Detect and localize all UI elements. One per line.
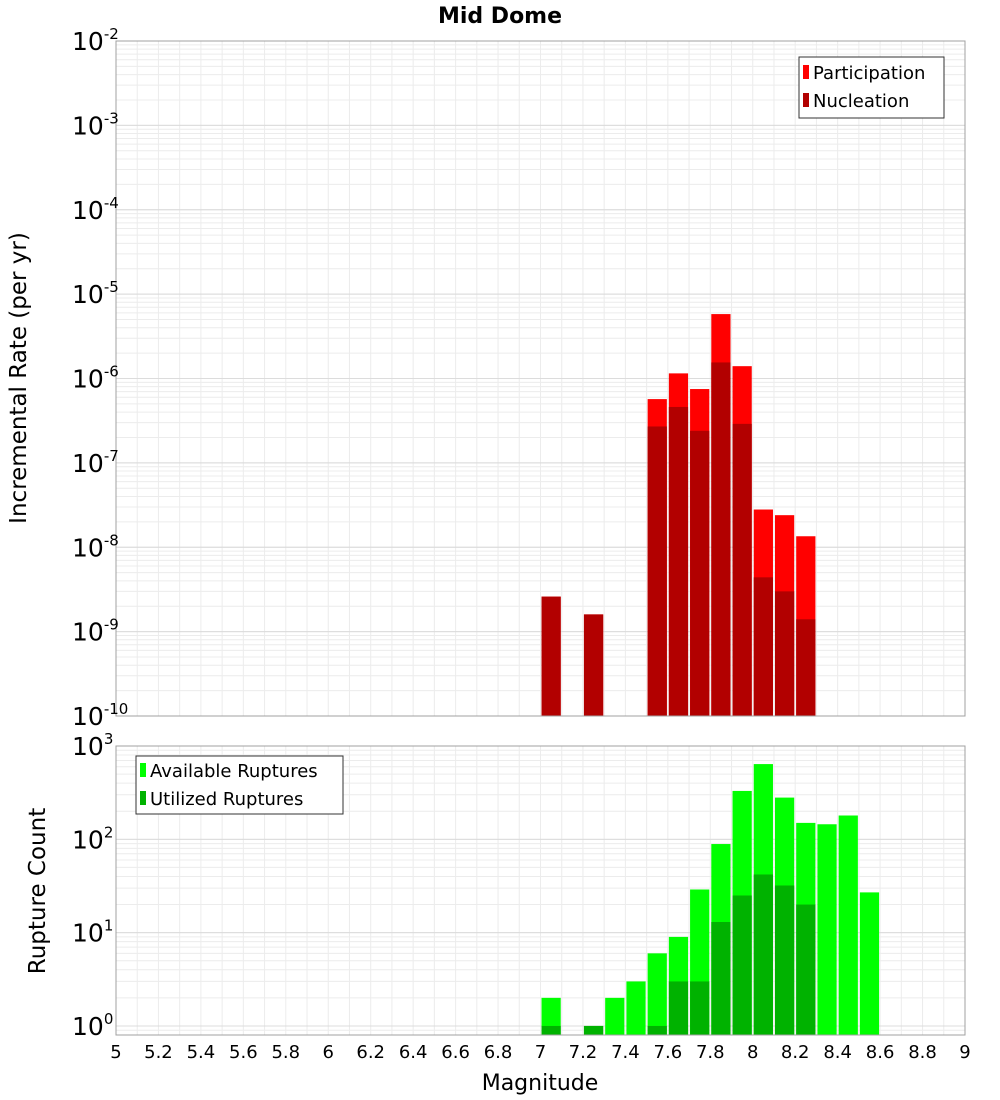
count-bar-series2 <box>647 1025 667 1035</box>
rate-bar-series2 <box>711 362 731 716</box>
y-tick-label: 10-9 <box>72 616 119 647</box>
legend-label-nucleation: Nucleation <box>813 91 909 112</box>
x-tick-label: 6 <box>323 1042 334 1063</box>
x-tick-label: 7 <box>535 1042 546 1063</box>
x-tick-label: 8.8 <box>908 1042 937 1063</box>
rate-bar-series2 <box>690 430 710 716</box>
y-tick-label: 10-6 <box>72 363 119 394</box>
y-tick-label: 10-10 <box>72 700 128 731</box>
rate-bar-series2 <box>541 596 561 716</box>
count-bar-series1 <box>605 997 625 1035</box>
rate-legend: Participation Nucleation <box>798 56 945 119</box>
chart-title: Mid Dome <box>438 4 562 29</box>
x-tick-label: 5.4 <box>187 1042 216 1063</box>
count-bar-series1 <box>647 953 667 1035</box>
rate-bar-series2 <box>647 426 667 716</box>
legend-label-available: Available Ruptures <box>150 761 318 782</box>
x-tick-label: 9 <box>959 1042 970 1063</box>
count-y-ticks: 100 101 102 103 <box>72 730 113 1041</box>
legend-label-participation: Participation <box>813 63 925 84</box>
x-tick-label: 8.6 <box>866 1042 895 1063</box>
rate-bars <box>541 314 816 716</box>
count-bar-series2 <box>796 904 816 1035</box>
rate-bar-series2 <box>774 591 795 716</box>
count-bar-series1 <box>817 824 837 1035</box>
count-bar-series2 <box>753 874 773 1035</box>
count-bar-series1 <box>541 997 561 1035</box>
count-bars <box>541 764 880 1035</box>
count-legend: Available Ruptures Utilized Ruptures <box>135 755 344 815</box>
x-tick-label: 7.6 <box>654 1042 683 1063</box>
count-legend-box <box>135 755 344 815</box>
count-bar-series2 <box>774 885 795 1035</box>
count-bar-series2 <box>541 1025 561 1035</box>
y-tick-label: 10-7 <box>72 447 119 478</box>
x-tick-label: 6.6 <box>441 1042 470 1063</box>
rate-bar-series2 <box>796 619 816 716</box>
y-tick-label: 101 <box>72 917 113 948</box>
rate-panel: 10-10 10-9 10-8 10-7 10-6 10-5 10-4 10-3 10-2 In… <box>6 25 966 731</box>
rate-bar-series2 <box>732 423 752 716</box>
y-tick-label: 10-3 <box>72 109 119 140</box>
x-tick-label: 7.4 <box>611 1042 640 1063</box>
y-tick-label: 10-8 <box>72 531 119 562</box>
legend-swatch-available <box>140 763 146 777</box>
y-tick-label: 10-4 <box>72 194 119 225</box>
x-tick-label: 8.2 <box>781 1042 810 1063</box>
legend-label-utilized: Utilized Ruptures <box>150 789 303 810</box>
count-y-axis-label: Rupture Count <box>25 808 51 974</box>
y-tick-label: 10-5 <box>72 278 119 309</box>
x-tick-label: 7.8 <box>696 1042 725 1063</box>
legend-swatch-nucleation <box>803 93 809 107</box>
y-tick-label: 10-2 <box>72 25 119 56</box>
count-plot-border <box>115 745 966 1036</box>
count-bar-series2 <box>711 922 731 1035</box>
x-tick-label: 6.8 <box>484 1042 513 1063</box>
count-bar-series2 <box>583 1025 604 1035</box>
x-tick-label: 6.2 <box>356 1042 385 1063</box>
count-bar-series2 <box>690 981 710 1035</box>
rate-y-axis-label: Incremental Rate (per yr) <box>6 232 32 524</box>
y-tick-label: 100 <box>72 1010 113 1041</box>
count-bar-series1 <box>859 892 880 1035</box>
rate-y-ticks: 10-10 10-9 10-8 10-7 10-6 10-5 10-4 10-3 10-2 <box>72 25 128 731</box>
x-tick-label: 8 <box>747 1042 758 1063</box>
x-tick-label: 5.6 <box>229 1042 258 1063</box>
x-ticks: 5 5.2 5.4 5.6 5.8 6 6.2 6.4 6.6 6.8 7 7.2 7.4 7.6 7.8 8… <box>110 1042 970 1063</box>
y-tick-label: 102 <box>72 823 113 854</box>
x-tick-label: 5.2 <box>144 1042 173 1063</box>
y-tick-label: 103 <box>72 730 113 761</box>
rate-grid <box>115 40 966 717</box>
x-tick-label: 8.4 <box>823 1042 852 1063</box>
count-bar-series1 <box>626 981 646 1035</box>
rate-bar-series2 <box>668 406 689 716</box>
count-bar-series1 <box>838 815 858 1035</box>
x-tick-label: 7.2 <box>569 1042 598 1063</box>
rate-bar-series2 <box>753 577 773 716</box>
legend-swatch-participation <box>803 65 809 79</box>
x-tick-label: 5 <box>110 1042 121 1063</box>
rate-legend-box <box>798 56 945 119</box>
count-panel: 100 101 102 103 5 5.2 5.4 5.6 5.8 6 6.2 6.4 6.6 6.8 7… <box>25 730 971 1096</box>
rate-plot-border <box>115 40 966 717</box>
x-tick-label: 5.8 <box>271 1042 300 1063</box>
count-bar-series2 <box>732 895 752 1035</box>
x-axis-label: Magnitude <box>482 1071 599 1096</box>
x-tick-label: 6.4 <box>399 1042 428 1063</box>
count-bar-series2 <box>668 981 689 1035</box>
legend-swatch-utilized <box>140 791 146 805</box>
rate-bar-series2 <box>583 614 604 716</box>
